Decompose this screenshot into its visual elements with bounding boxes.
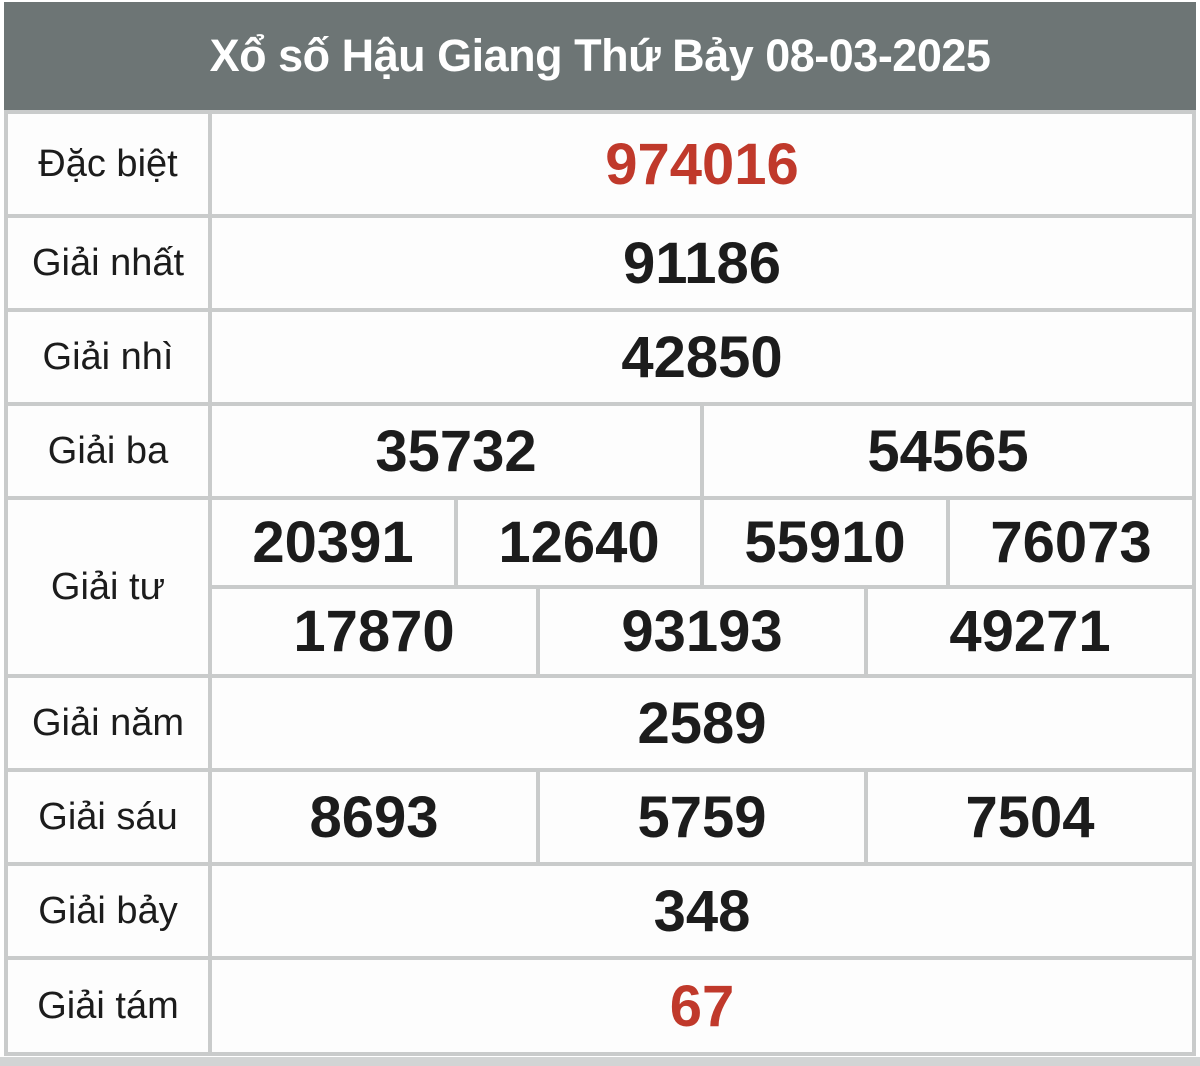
- prize-label-giai-tam: Giải tám: [4, 956, 212, 1056]
- prize-value-giai-ba-2: 54565: [700, 402, 1196, 500]
- lottery-results-page: Xổ số Hậu Giang Thứ Bảy 08-03-2025 Đặc b…: [4, 2, 1196, 1056]
- prize-row-giai-tu-line1: Giải tư 20391 12640 55910 76073: [4, 496, 1196, 678]
- prize-row-giai-nam: Giải năm 2589: [4, 674, 1196, 772]
- prize-label-giai-tu: Giải tư: [4, 496, 212, 678]
- page-title-bar: Xổ số Hậu Giang Thứ Bảy 08-03-2025: [4, 2, 1196, 110]
- prize-row-giai-sau: Giải sáu 8693 5759 7504: [4, 768, 1196, 866]
- prize-value-giai-tu-5: 17870: [208, 585, 540, 678]
- prize-value-giai-tu-7: 49271: [864, 585, 1196, 678]
- prize-value-giai-sau-1: 8693: [208, 768, 540, 866]
- prize-value-giai-sau-3: 7504: [864, 768, 1196, 866]
- prize-label-dac-biet: Đặc biệt: [4, 110, 212, 218]
- prize-row-giai-nhi: Giải nhì 42850: [4, 308, 1196, 406]
- prize-value-giai-tu-6: 93193: [536, 585, 868, 678]
- prize-label-giai-ba: Giải ba: [4, 402, 212, 500]
- prize-row-giai-tu-line2: 17870 93193 49271: [6, 585, 1196, 678]
- prize-row-giai-ba: Giải ba 35732 54565: [4, 402, 1196, 500]
- prize-value-giai-nhi: 42850: [208, 308, 1196, 406]
- results-table: Đặc biệt 974016 Giải nhất 91186 Giải nhì…: [4, 110, 1196, 1056]
- prize-value-giai-nhat: 91186: [208, 214, 1196, 312]
- prize-value-dac-biet: 974016: [208, 110, 1196, 218]
- prize-value-giai-nam: 2589: [208, 674, 1196, 772]
- prize-row-giai-nhat: Giải nhất 91186: [4, 214, 1196, 312]
- prize-value-giai-tu-2: 12640: [454, 496, 704, 589]
- prize-row-giai-bay: Giải bảy 348: [4, 862, 1196, 960]
- prize-value-giai-bay: 348: [208, 862, 1196, 960]
- prize-label-giai-nam: Giải năm: [4, 674, 212, 772]
- prize-label-giai-nhat: Giải nhất: [4, 214, 212, 312]
- bottom-divider: [0, 1057, 1200, 1066]
- prize-label-giai-sau: Giải sáu: [4, 768, 212, 866]
- prize-value-giai-ba-1: 35732: [208, 402, 704, 500]
- prize-value-giai-tu-1: 20391: [208, 496, 458, 589]
- prize-row-giai-tam: Giải tám 67: [4, 956, 1196, 1056]
- prize-value-giai-tu-3: 55910: [700, 496, 950, 589]
- prize-label-giai-bay: Giải bảy: [4, 862, 212, 960]
- prize-value-giai-tu-4: 76073: [946, 496, 1196, 589]
- prize-row-dac-biet: Đặc biệt 974016: [4, 110, 1196, 218]
- prize-value-giai-tam: 67: [208, 956, 1196, 1056]
- page-title: Xổ số Hậu Giang Thứ Bảy 08-03-2025: [209, 30, 991, 81]
- prize-value-giai-sau-2: 5759: [536, 768, 868, 866]
- prize-label-giai-nhi: Giải nhì: [4, 308, 212, 406]
